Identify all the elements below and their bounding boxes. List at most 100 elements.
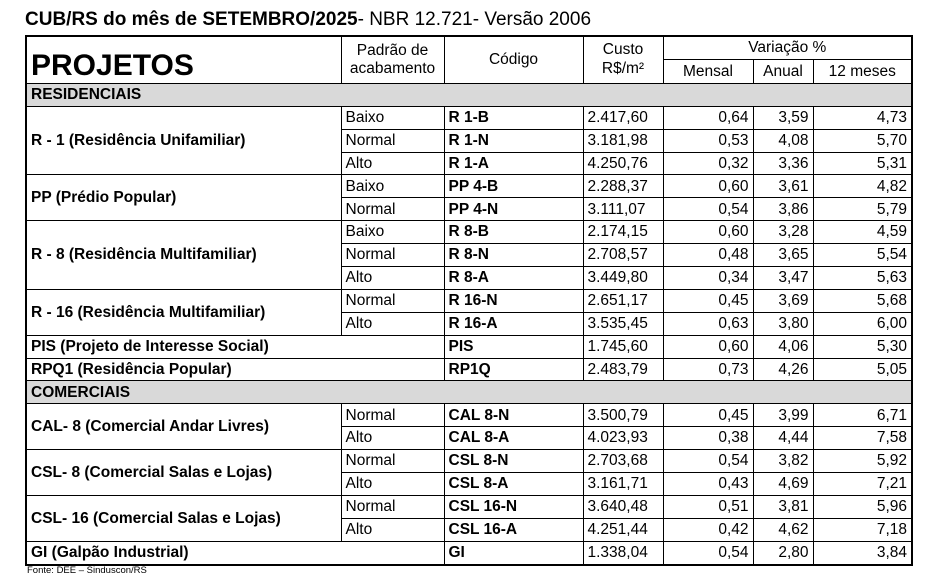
mensal: 0,43 [662, 472, 754, 496]
mensal: 0,60 [662, 334, 754, 359]
doze: 5,31 [812, 151, 913, 176]
custo: 2.417,60 [582, 105, 664, 130]
codigo: R 8-N [443, 243, 584, 268]
variacao-header: Variação % [662, 35, 913, 60]
group-name: R - 1 (Residência Unifamiliar) [25, 105, 342, 176]
title-rest: - NBR 12.721- Versão 2006 [357, 9, 592, 30]
padrao: Alto [340, 517, 445, 542]
data-row: R - 16 (Residência Multifamiliar) Normal R… [25, 288, 913, 336]
codigo: CAL 8-N [443, 403, 584, 428]
mensal: 0,38 [662, 426, 754, 451]
custo-unit: R$/m² [601, 59, 645, 77]
anual: 3,36 [752, 151, 814, 176]
data-row: CAL- 8 (Comercial Andar Livres) Normal CAL… [25, 403, 913, 451]
padrao: Normal [340, 288, 445, 313]
codigo: GI [443, 540, 584, 566]
custo: 3.640,48 [582, 494, 664, 519]
custo: 2.483,79 [582, 357, 664, 382]
codigo: R 16-A [443, 311, 584, 336]
padrao: Baixo [340, 220, 445, 245]
title-bold: CUB/RS do mês de SETEMBRO/2025 [25, 9, 358, 30]
padrao: Baixo [340, 105, 445, 130]
mensal: 0,51 [662, 494, 754, 519]
padrao: Normal [340, 243, 445, 268]
anual: 4,08 [752, 128, 814, 153]
codigo: R 8-A [443, 266, 584, 290]
padrao: Normal [340, 403, 445, 428]
data-row: Alto R 8-A 3.449,80 0,34 3,47 5,63 [26, 266, 913, 290]
section-row: RESIDENCIAIS [25, 82, 913, 107]
anual: 4,26 [752, 357, 814, 382]
data-row: R - 8 (Residência Multifamiliar) Baixo R 8… [25, 220, 913, 290]
doze: 4,82 [812, 174, 913, 199]
custo: 3.449,80 [582, 266, 664, 290]
group-name: R - 16 (Residência Multifamiliar) [25, 288, 342, 336]
custo: 3.535,45 [582, 311, 664, 336]
data-row: CSL- 8 (Comercial Salas e Lojas) Normal CS… [25, 449, 913, 496]
anual: 3,99 [752, 403, 814, 428]
mensal: 0,32 [662, 151, 754, 176]
doze: 5,54 [812, 243, 913, 268]
codigo: RP1Q [443, 357, 584, 382]
section-title: RESIDENCIAIS [25, 82, 913, 107]
padrao: Alto [340, 426, 445, 451]
padrao: Normal [340, 197, 445, 222]
doze: 7,18 [812, 517, 913, 542]
codigo: R 1-N [443, 128, 584, 153]
doze: 7,58 [812, 426, 913, 451]
data-row: PP (Prédio Popular) Baixo PP 4-B 2.288,37 0,… [25, 174, 913, 222]
custo: 2.708,57 [582, 243, 664, 268]
projetos-header: PROJETOS [25, 35, 342, 84]
doze: 6,71 [812, 403, 913, 428]
anual: 2,80 [752, 540, 814, 566]
doze: 5,96 [812, 494, 913, 519]
custo: 2.703,68 [582, 449, 664, 474]
mensal: 0,34 [662, 266, 754, 290]
padrao-header: Padrão de acabamento [340, 35, 445, 84]
codigo: R 8-B [443, 220, 584, 245]
codigo: PP 4-N [443, 197, 584, 222]
custo: 3.500,79 [582, 403, 664, 428]
padrao: Normal [340, 128, 445, 153]
mensal: 0,60 [662, 174, 754, 199]
codigo: PIS [443, 334, 584, 359]
doze: 4,73 [812, 105, 913, 130]
anual: 4,69 [752, 472, 814, 496]
codigo: CSL 16-N [443, 494, 584, 519]
mensal-header: Mensal [662, 58, 754, 84]
anual: 3,86 [752, 197, 814, 222]
header-row: PROJETOS Padrão de acabamento Código Cus… [25, 35, 913, 84]
doze: 7,21 [812, 472, 913, 496]
codigo: CSL 8-A [443, 472, 584, 496]
data-row: Alto CAL 8-A 4.023,93 0,38 4,44 7,58 [26, 426, 913, 451]
mensal: 0,54 [662, 197, 754, 222]
anual: 3,81 [752, 494, 814, 519]
custo-header: Custo R$/m² [582, 35, 664, 84]
padrao: Alto [340, 266, 445, 290]
section-title: COMERCIAIS [25, 380, 913, 405]
mensal: 0,63 [662, 311, 754, 336]
data-row: GI (Galpão Industrial) GI 1.338,04 0,54 2,80… [25, 540, 913, 566]
anual: 3,82 [752, 449, 814, 474]
mensal: 0,54 [662, 449, 754, 474]
mensal: 0,42 [662, 517, 754, 542]
doze: 5,92 [812, 449, 913, 474]
doze: 5,79 [812, 197, 913, 222]
padrao: Normal [340, 494, 445, 519]
padrao: Alto [340, 311, 445, 336]
anual: 3,80 [752, 311, 814, 336]
anual: 4,44 [752, 426, 814, 451]
custo: 4.250,76 [582, 151, 664, 176]
codigo: CAL 8-A [443, 426, 584, 451]
data-row: PIS (Projeto de Interesse Social) PIS 1.74… [25, 334, 913, 359]
doze: 4,59 [812, 220, 913, 245]
group-name: CSL- 16 (Comercial Salas e Lojas) [25, 494, 342, 542]
padrao: Baixo [340, 174, 445, 199]
anual-header: Anual [752, 58, 814, 84]
doze: 5,30 [812, 334, 913, 359]
group-name: PP (Prédio Popular) [25, 174, 342, 222]
source: Fonte: DEE – Sinduscon/RS [27, 565, 147, 576]
mensal: 0,73 [662, 357, 754, 382]
custo: 2.288,37 [582, 174, 664, 199]
codigo: PP 4-B [443, 174, 584, 199]
